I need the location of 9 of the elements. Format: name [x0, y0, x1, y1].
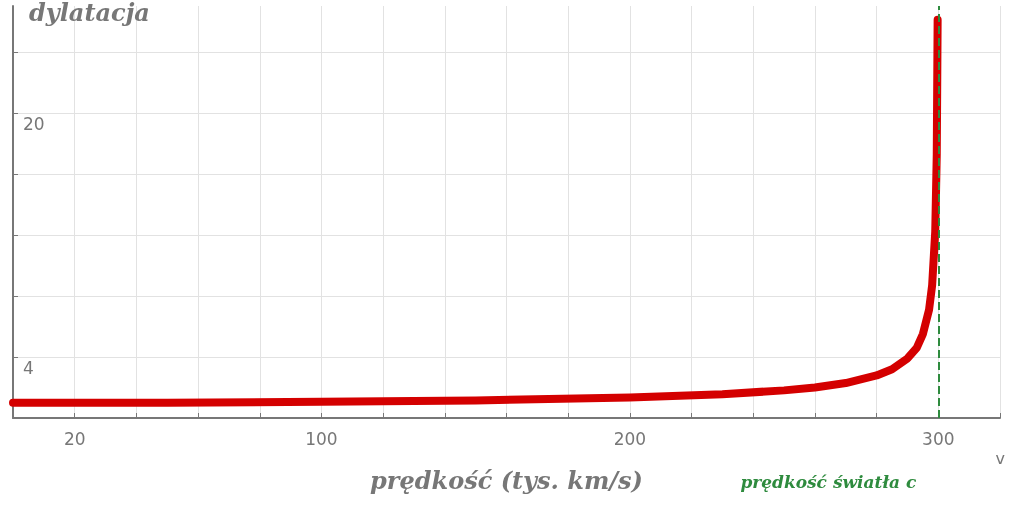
text: v	[995, 448, 1005, 468]
x-tick-label: 300	[922, 428, 955, 449]
x-axis-title: prędkość (tys. km/s)	[370, 465, 643, 495]
ref-line-label: prędkość światła c	[740, 471, 917, 492]
x-tick-label: 100	[305, 428, 338, 449]
x-tick-label: 200	[613, 428, 647, 449]
y-axis-title: dylatacja	[29, 0, 150, 27]
x-tick-label: 20	[63, 428, 86, 449]
y-tick-label: 4	[23, 358, 34, 379]
